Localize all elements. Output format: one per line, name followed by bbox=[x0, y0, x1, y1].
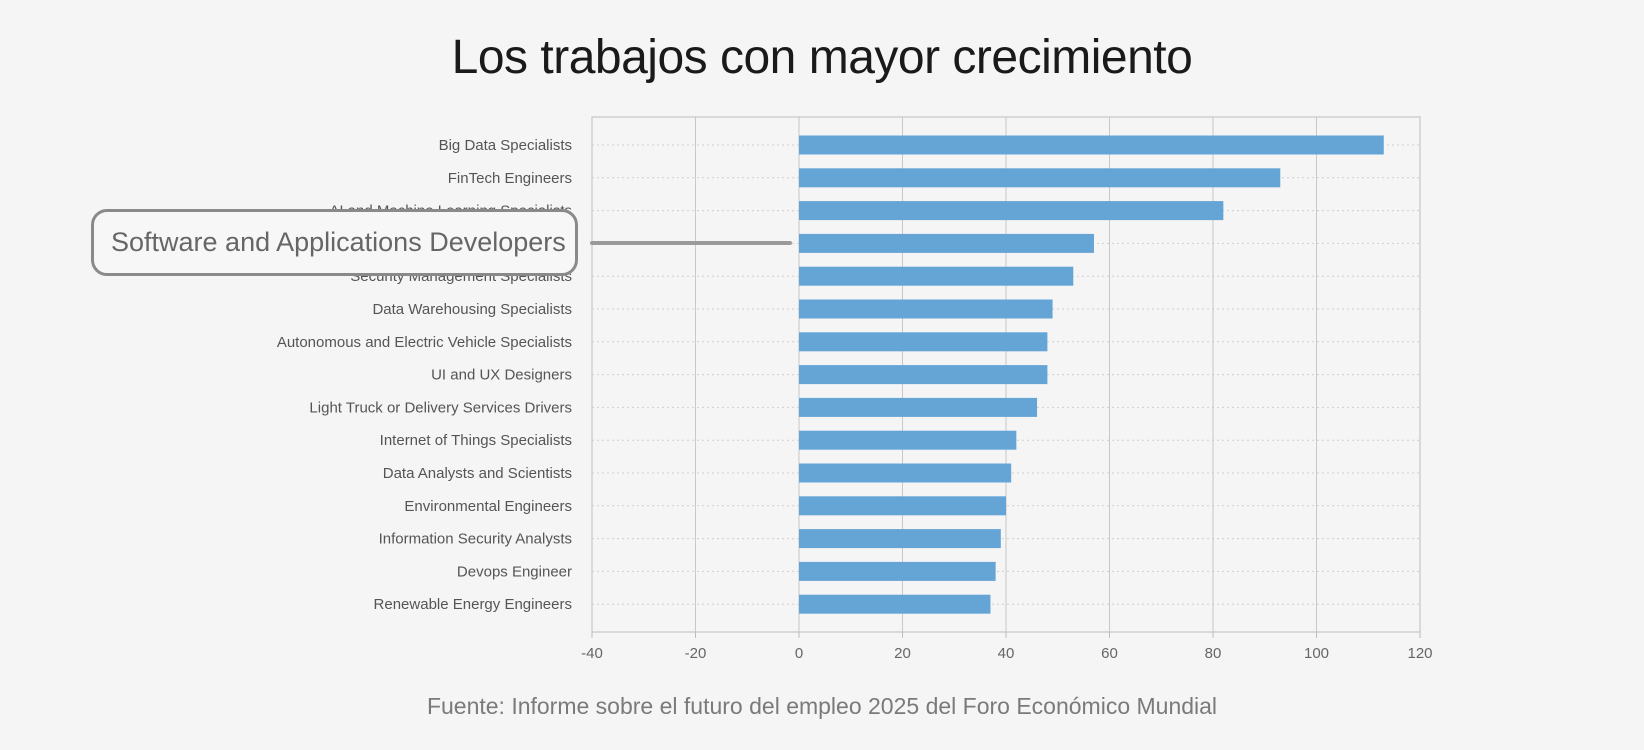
x-tick-label: -40 bbox=[581, 645, 603, 662]
bar bbox=[799, 397, 1038, 417]
category-label: Devops Engineer bbox=[457, 563, 572, 580]
bar bbox=[799, 594, 991, 614]
x-tick-label: 40 bbox=[998, 645, 1015, 662]
category-label: Big Data Specialists bbox=[439, 137, 572, 154]
bar bbox=[799, 266, 1074, 286]
category-label: Light Truck or Delivery Services Drivers bbox=[309, 399, 572, 416]
x-tick-label: 120 bbox=[1407, 645, 1432, 662]
x-tick-label: 80 bbox=[1205, 645, 1222, 662]
category-label: Data Analysts and Scientists bbox=[383, 465, 572, 482]
bar bbox=[799, 168, 1281, 188]
category-label: Environmental Engineers bbox=[404, 498, 572, 515]
bar bbox=[799, 430, 1017, 450]
category-label: Autonomous and Electric Vehicle Speciali… bbox=[277, 334, 572, 351]
x-tick-label: -20 bbox=[685, 645, 707, 662]
bar bbox=[799, 463, 1012, 483]
bar bbox=[799, 135, 1384, 155]
chart-title: Los trabajos con mayor crecimiento bbox=[451, 31, 1193, 84]
callout-connector-line bbox=[590, 241, 792, 245]
bar bbox=[799, 201, 1224, 221]
source-note: Fuente: Informe sobre el futuro del empl… bbox=[426, 693, 1218, 719]
category-label: Renewable Energy Engineers bbox=[374, 596, 572, 613]
bar bbox=[799, 496, 1006, 516]
bar bbox=[799, 365, 1048, 385]
highlight-callout: Software and Applications Developers bbox=[91, 209, 578, 276]
bar bbox=[799, 561, 996, 581]
x-tick-label: 60 bbox=[1101, 645, 1118, 662]
x-tick-label: 0 bbox=[795, 645, 803, 662]
category-label: UI and UX Designers bbox=[431, 367, 572, 384]
category-label: Data Warehousing Specialists bbox=[372, 301, 572, 318]
bar bbox=[799, 299, 1053, 319]
category-label: Internet of Things Specialists bbox=[380, 432, 572, 449]
x-tick-label: 20 bbox=[894, 645, 911, 662]
bar bbox=[799, 529, 1001, 549]
x-tick-label: 100 bbox=[1304, 645, 1329, 662]
bar bbox=[799, 332, 1048, 352]
bar bbox=[799, 233, 1094, 253]
category-label: FinTech Engineers bbox=[448, 170, 572, 187]
category-label: Information Security Analysts bbox=[379, 531, 572, 548]
